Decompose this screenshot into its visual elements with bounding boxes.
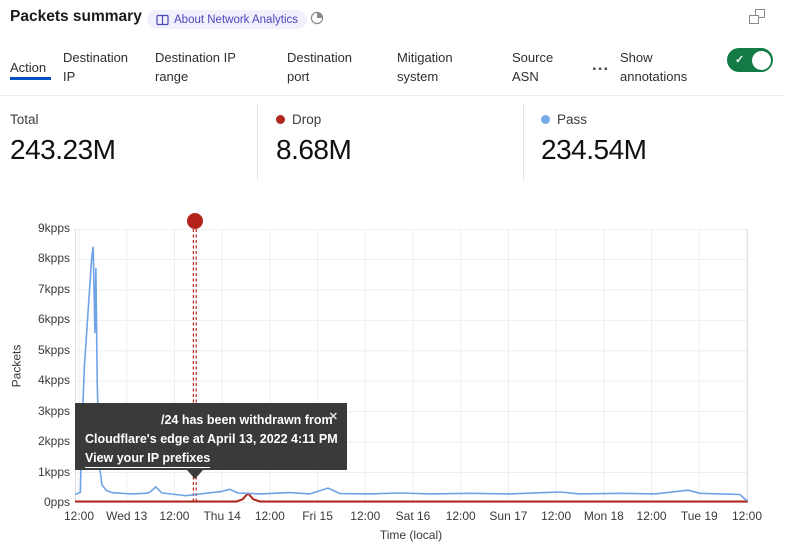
x-tick-label: 12:00 (445, 509, 476, 523)
x-tick-label: Sat 16 (395, 509, 431, 523)
tab-action[interactable]: Action (10, 59, 47, 75)
stat-pass-value: 234.54M (541, 134, 647, 165)
page-title: Packets summary (10, 8, 142, 25)
y-tick-label: 8kpps (37, 251, 70, 266)
tooltip-text-line1: /24 has been withdrawn from (161, 413, 333, 427)
stat-divider (523, 104, 524, 180)
more-tabs-button[interactable]: ... (592, 55, 610, 74)
x-tick-label: 12:00 (731, 509, 763, 523)
y-tick-label: 3kpps (37, 403, 70, 418)
series-line-drop (75, 492, 748, 503)
y-tick-label: 0pps (43, 495, 70, 509)
stat-total: Total 243.23M (10, 104, 116, 182)
y-tick-label: 5kpps (37, 342, 70, 357)
y-tick-label: 2kpps (37, 434, 70, 449)
tab-source-asn[interactable]: Source ASN (512, 50, 554, 84)
view-ip-prefixes-link[interactable]: View your IP prefixes (85, 449, 211, 469)
x-tick-label: 12:00 (636, 509, 667, 523)
drop-legend-dot (276, 115, 285, 124)
close-icon[interactable]: ✕ (328, 411, 338, 423)
toggle-knob (751, 50, 771, 70)
y-tick-label: 7kpps (37, 281, 70, 296)
y-tick-label: 1kpps (37, 464, 70, 479)
annotation-marker-dot[interactable] (187, 213, 203, 229)
x-tick-label: Fri 15 (302, 509, 333, 523)
tab-destination-port[interactable]: Destination port (287, 50, 353, 84)
x-tick-label: 12:00 (63, 509, 95, 523)
show-annotations-toggle[interactable]: ✓ (727, 48, 773, 72)
badge-label: About Network Analytics (174, 13, 299, 26)
x-tick-label: 12:00 (159, 509, 190, 523)
x-tick-label: Wed 13 (106, 509, 148, 523)
popout-icon[interactable] (749, 9, 765, 25)
show-annotations-label: Show annotations (620, 50, 688, 84)
y-tick-label: 6kpps (37, 312, 70, 327)
stat-pass-label: Pass (557, 112, 588, 127)
x-axis-title: Time (local) (379, 528, 443, 542)
stat-divider (257, 104, 258, 180)
stat-total-label: Total (10, 112, 39, 127)
stat-drop-value: 8.68M (276, 134, 352, 165)
stat-total-value: 243.23M (10, 134, 116, 165)
pass-legend-dot (541, 115, 550, 124)
active-tab-underline (10, 77, 51, 80)
popout-icon-back-square (755, 9, 765, 18)
tooltip-text-line2: Cloudflare's edge at April 13, 2022 4:11… (85, 431, 338, 446)
x-tick-label: Tue 19 (680, 509, 718, 523)
x-tick-label: 12:00 (254, 509, 285, 523)
pie-chart-icon[interactable] (310, 11, 324, 25)
x-tick-label: 12:00 (541, 509, 572, 523)
stat-pass: Pass 234.54M (541, 104, 647, 182)
x-tick-label: Thu 14 (203, 509, 241, 523)
tooltip-arrow (187, 470, 203, 479)
y-tick-label: 9kpps (37, 221, 70, 235)
book-icon (156, 14, 169, 26)
tabs-divider (0, 95, 785, 96)
x-tick-label: Sun 17 (489, 509, 528, 523)
y-tick-label: 4kpps (37, 373, 70, 388)
x-tick-label: Mon 18 (583, 509, 624, 523)
stat-drop: Drop 8.68M (276, 104, 352, 182)
y-axis-title: Packets (9, 344, 23, 388)
check-icon: ✓ (735, 54, 745, 66)
series-line-pass (75, 246, 748, 502)
annotation-tooltip: ✕ /24 has been withdrawn from Cloudflare… (75, 403, 347, 479)
about-network-analytics-badge[interactable]: About Network Analytics (147, 10, 308, 29)
tab-mitigation-system[interactable]: Mitigation system (397, 50, 453, 84)
x-tick-label: 12:00 (350, 509, 381, 523)
stat-drop-label: Drop (292, 112, 322, 127)
tab-destination-ip-range[interactable]: Destination IP range (155, 50, 236, 84)
tab-destination-ip[interactable]: Destination IP (63, 50, 129, 84)
popout-icon-front-square (749, 15, 759, 24)
